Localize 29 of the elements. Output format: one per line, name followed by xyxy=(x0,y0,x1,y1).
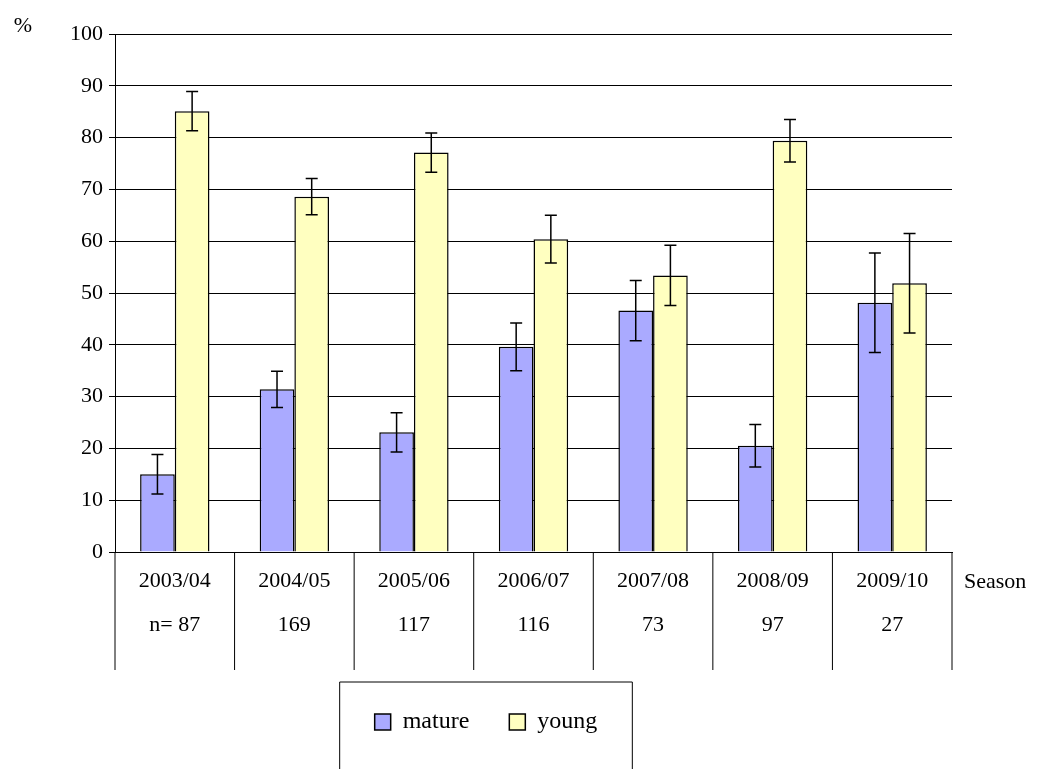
text: 73 xyxy=(642,610,665,636)
text: n= 87 xyxy=(149,610,201,636)
x-axis-title: Season xyxy=(964,567,1027,593)
text: 117 xyxy=(397,610,431,636)
y-tick-label: 70 xyxy=(81,175,103,201)
y-tick-label: 0 xyxy=(92,537,103,563)
y-tick-label: 30 xyxy=(81,382,103,408)
x-tick-label: 2007/08 xyxy=(617,566,690,592)
y-tick-label: 40 xyxy=(81,330,103,356)
legend-label: mature xyxy=(402,707,470,734)
x-tick-label: 2005/06 xyxy=(377,566,450,592)
y-tick-label: 50 xyxy=(81,278,103,304)
legend-label: young xyxy=(537,707,598,734)
y-tick-label: 100 xyxy=(70,19,103,45)
x-tick-label: 2009/10 xyxy=(856,566,929,592)
y-tick-label: 10 xyxy=(81,485,103,511)
text: 116 xyxy=(517,610,550,636)
y-tick-label: 90 xyxy=(81,71,103,97)
x-tick-label: 2004/05 xyxy=(258,566,331,592)
text: 27 xyxy=(881,610,904,636)
text: 97 xyxy=(761,610,784,636)
y-tick-label: 20 xyxy=(81,434,103,460)
text: 169 xyxy=(277,610,311,636)
x-tick-label: 2006/07 xyxy=(497,566,570,592)
x-tick-label: 2003/04 xyxy=(138,566,211,592)
y-tick-label: 80 xyxy=(81,123,103,149)
x-tick-label: 2008/09 xyxy=(736,566,809,592)
y-axis-title: % xyxy=(13,11,33,37)
y-tick-label: 60 xyxy=(81,226,103,252)
